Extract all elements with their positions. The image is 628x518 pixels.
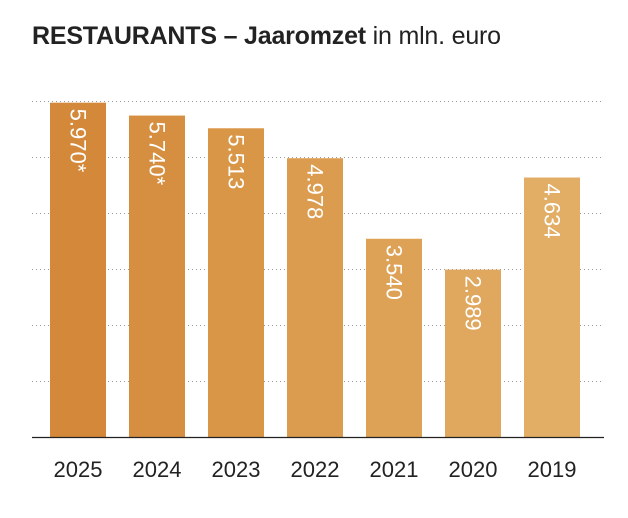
x-tick-label: 2023 xyxy=(212,457,261,482)
x-tick-label: 2021 xyxy=(370,457,419,482)
bar-2021 xyxy=(366,238,422,437)
bar-value-label: 2.989 xyxy=(461,276,486,331)
bar-value-label: 5.513 xyxy=(224,134,249,189)
x-tick-label: 2022 xyxy=(291,457,340,482)
bar-2024 xyxy=(129,115,185,437)
bar-value-label: 3.540 xyxy=(382,245,407,300)
chart-title: RESTAURANTS – Jaaromzet in mln. euro xyxy=(32,22,501,51)
bar-value-label: 5.970* xyxy=(66,109,91,173)
bar-value-label: 5.740* xyxy=(145,122,170,186)
bar-2023 xyxy=(208,128,264,437)
bar-value-label: 4.634 xyxy=(540,183,565,238)
chart-title-unit: in mln. euro xyxy=(365,22,501,50)
bar-2020 xyxy=(445,269,501,437)
x-tick-label: 2025 xyxy=(54,457,103,482)
bar-2022 xyxy=(287,158,343,437)
x-tick-label: 2024 xyxy=(133,457,182,482)
chart-title-main: RESTAURANTS – Jaaromzet xyxy=(32,22,366,50)
x-tick-label: 2020 xyxy=(449,457,498,482)
x-tick-label: 2019 xyxy=(528,457,577,482)
bar-2025 xyxy=(50,102,106,438)
bar-value-label: 4.978 xyxy=(303,164,328,219)
bar-2019 xyxy=(524,177,580,437)
